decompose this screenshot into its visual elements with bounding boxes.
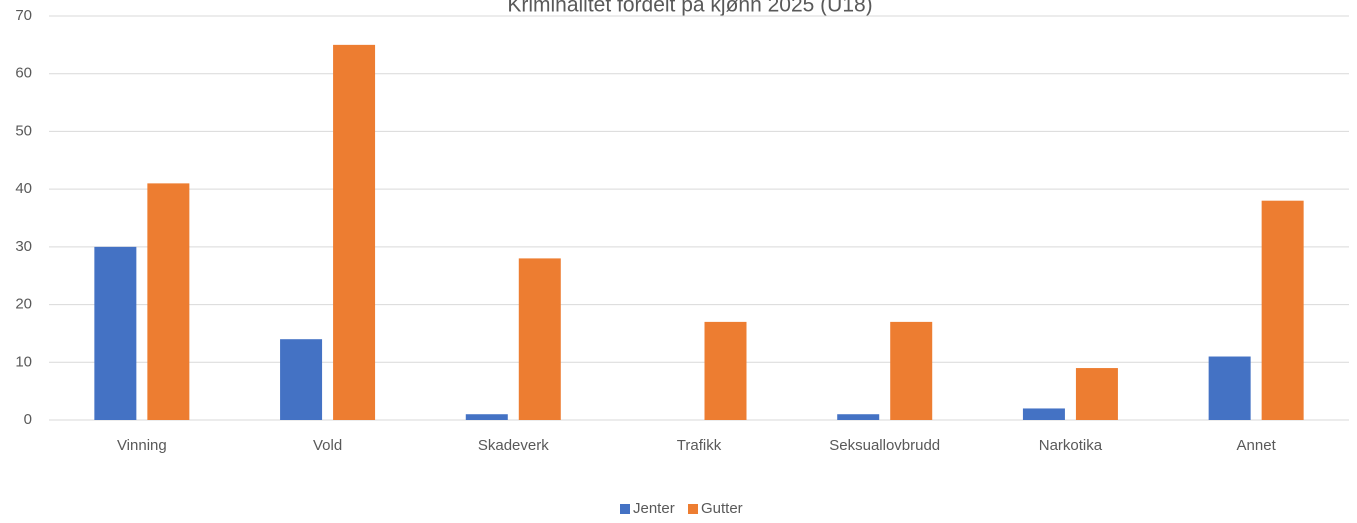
x-tick-label: Skadeverk xyxy=(478,437,549,454)
legend-swatch xyxy=(688,504,698,514)
bar xyxy=(94,246,137,420)
y-tick-label: 20 xyxy=(15,296,32,313)
bar xyxy=(704,321,747,420)
bar xyxy=(1022,408,1065,420)
bar xyxy=(1208,356,1251,420)
x-tick-label: Seksuallovbrudd xyxy=(829,437,940,454)
bar xyxy=(333,44,376,420)
bar xyxy=(890,321,933,420)
y-tick-label: 60 xyxy=(15,65,32,82)
bar xyxy=(1075,368,1118,420)
x-tick-label: Narkotika xyxy=(1039,437,1103,454)
legend-label: Jenter xyxy=(633,500,675,517)
y-tick-label: 40 xyxy=(15,180,32,197)
bar xyxy=(837,414,880,420)
chart-title: Kriminalitet fordelt på kjønn 2025 (U18) xyxy=(507,0,872,17)
x-tick-label: Annet xyxy=(1237,437,1277,454)
bar xyxy=(1261,200,1304,420)
bar xyxy=(280,339,323,420)
bar xyxy=(465,414,508,420)
y-tick-label: 0 xyxy=(24,411,32,428)
legend-label: Gutter xyxy=(701,500,743,517)
x-tick-label: Vinning xyxy=(117,437,167,454)
legend-swatch xyxy=(620,504,630,514)
x-tick-label: Trafikk xyxy=(677,437,722,454)
y-tick-label: 70 xyxy=(15,7,32,24)
bar xyxy=(147,183,190,420)
y-tick-label: 50 xyxy=(15,122,32,139)
bar xyxy=(518,258,561,420)
x-tick-label: Vold xyxy=(313,437,342,454)
y-tick-label: 30 xyxy=(15,238,32,255)
y-tick-label: 10 xyxy=(15,353,32,370)
